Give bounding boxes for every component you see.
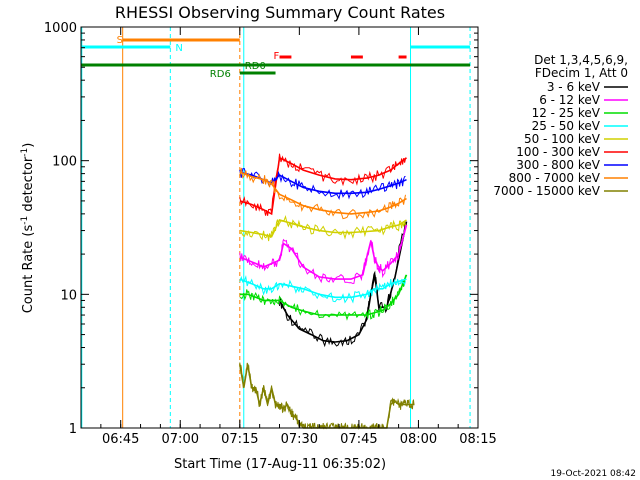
axes: 06:45 07:00 07:15 07:30 07:45 08:00 08:15 1 10 10… (44, 21, 497, 447)
legend-entry-label: 25 - 50 keV (532, 119, 601, 133)
legend-entry-label: 3 - 6 keV (547, 80, 601, 94)
x-tick-label: 07:30 (281, 432, 318, 447)
x-tick-label: 07:45 (340, 432, 377, 447)
y-axis-label: Count Rate (s-1 detector-1) (20, 143, 36, 314)
legend-header: FDecim 1, Att 0 (535, 66, 628, 80)
footer-timestamp: 19-Oct-2021 08:42 (551, 469, 636, 479)
legend: Det 1,3,4,5,6,9,FDecim 1, Att 03 - 6 keV… (493, 53, 628, 198)
flare-flag-label: F (274, 51, 280, 62)
series-line (278, 221, 408, 343)
series-noise (239, 225, 406, 284)
chart-title: RHESSI Observing Summary Count Rates (115, 3, 445, 22)
series-noise (239, 167, 406, 220)
y-tick-label: 10 (60, 288, 77, 303)
series-line (239, 224, 408, 280)
legend-header: Det 1,3,4,5,6,9, (534, 53, 628, 67)
x-tick-label: 07:15 (221, 432, 258, 447)
rd0-flag-label: RD0 (245, 61, 266, 72)
legend-entry-label: 800 - 7000 keV (509, 171, 601, 185)
x-axis-label: Start Time (17-Aug-11 06:35:02) (174, 457, 386, 472)
series-noise (239, 274, 406, 304)
x-tick-label: 06:45 (102, 432, 139, 447)
night-flag-label: N (175, 43, 182, 54)
y-tick-label: 100 (52, 155, 77, 170)
rd6-flag-label: RD6 (210, 69, 231, 80)
legend-entry-label: 12 - 25 keV (532, 106, 601, 120)
series-noise (279, 223, 406, 348)
series-noise (239, 215, 406, 242)
plot-frame (80, 26, 479, 429)
saa-flag-label: S (117, 35, 123, 46)
series-line (239, 274, 408, 316)
status-flags: S N RD0 RD6 F (81, 27, 471, 428)
series-noise (239, 275, 406, 321)
y-tick-label: 1 (69, 422, 77, 437)
legend-entry-label: 7000 - 15000 keV (493, 184, 600, 198)
series-noise (239, 167, 406, 200)
series-line (239, 156, 407, 216)
series-noise (239, 153, 406, 216)
legend-entry-label: 300 - 800 keV (516, 158, 600, 172)
legend-entry-label: 100 - 300 keV (516, 145, 600, 159)
series-layer (239, 153, 415, 430)
legend-entry-label: 50 - 100 keV (524, 132, 601, 146)
x-tick-label: 07:00 (162, 432, 199, 447)
legend-entry-label: 6 - 12 keV (539, 93, 601, 107)
x-tick-label: 08:00 (400, 432, 437, 447)
x-tick-label: 08:15 (459, 432, 496, 447)
y-tick-label: 1000 (44, 21, 77, 36)
